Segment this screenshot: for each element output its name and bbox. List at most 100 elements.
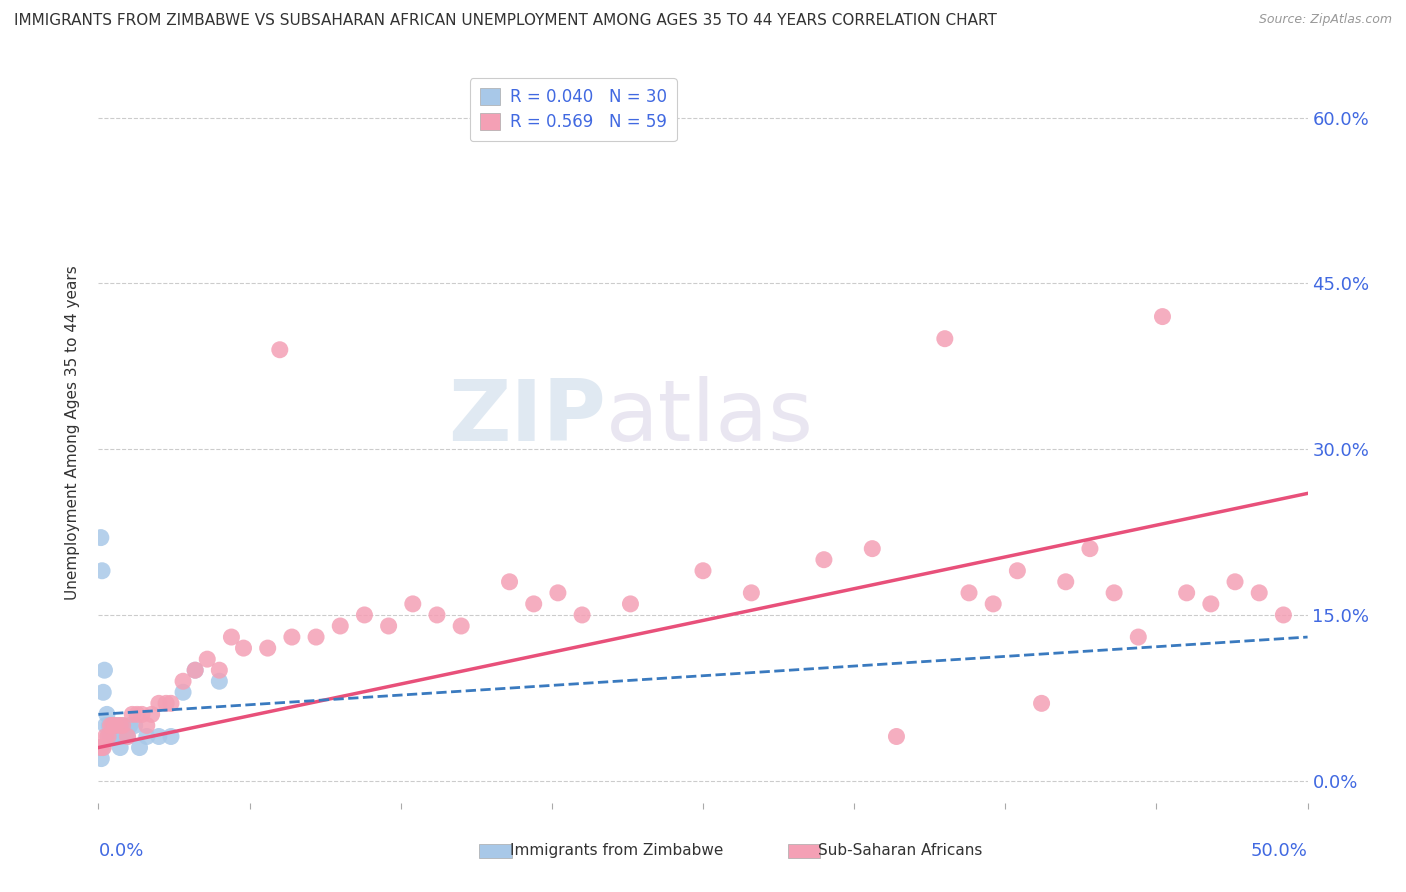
Point (1152, 310, 1174, 324)
Point (128, 740, 150, 755)
Point (127, 707, 149, 722)
Point (195, 652, 218, 666)
Text: 50.0%: 50.0% (1251, 842, 1308, 860)
Text: IMMIGRANTS FROM ZIMBABWE VS SUBSAHARAN AFRICAN UNEMPLOYMENT AMONG AGES 35 TO 44 : IMMIGRANTS FROM ZIMBABWE VS SUBSAHARAN A… (14, 13, 997, 29)
Legend: R = 0.040   N = 30, R = 0.569   N = 59: R = 0.040 N = 30, R = 0.569 N = 59 (470, 78, 676, 141)
Point (1128, 630, 1150, 644)
Point (172, 674, 194, 689)
Point (329, 619, 352, 633)
Point (269, 343, 291, 357)
Point (100, 730, 122, 744)
Point (402, 597, 425, 611)
Point (1007, 564, 1029, 578)
Point (101, 730, 124, 744)
Point (94, 730, 117, 744)
Point (221, 630, 243, 644)
Point (813, 552, 835, 566)
Text: atlas: atlas (606, 376, 814, 459)
Point (91, 564, 114, 578)
Text: Sub-Saharan Africans: Sub-Saharan Africans (818, 844, 983, 858)
Point (1272, 607, 1295, 622)
Point (89, 740, 111, 755)
Point (108, 740, 131, 755)
Point (281, 630, 304, 644)
Point (1031, 697, 1053, 711)
Point (107, 718, 129, 732)
Point (121, 707, 143, 722)
Point (90, 740, 112, 755)
Point (571, 607, 593, 622)
Point (90, 751, 112, 765)
Point (97, 730, 120, 744)
Point (93, 663, 115, 677)
Point (426, 607, 449, 622)
Point (353, 607, 375, 622)
Point (148, 730, 170, 744)
Point (118, 718, 141, 732)
Point (232, 641, 254, 656)
Point (208, 663, 231, 677)
Point (860, 541, 883, 556)
Point (114, 730, 136, 744)
Point (1054, 574, 1077, 589)
Point (957, 586, 980, 600)
Y-axis label: Unemployment Among Ages 35 to 44 years: Unemployment Among Ages 35 to 44 years (65, 265, 80, 600)
Point (117, 730, 139, 744)
Point (91, 740, 114, 755)
Point (91, 740, 114, 755)
Text: Source: ZipAtlas.com: Source: ZipAtlas.com (1258, 13, 1392, 27)
Point (172, 685, 194, 699)
Point (498, 574, 520, 589)
Point (619, 597, 641, 611)
Text: Immigrants from Zimbabwe: Immigrants from Zimbabwe (509, 844, 723, 858)
Point (450, 619, 472, 633)
Point (1223, 574, 1246, 589)
Point (1078, 541, 1101, 556)
Point (184, 663, 207, 677)
Text: ZIP: ZIP (449, 376, 606, 459)
Point (100, 718, 122, 732)
Point (305, 630, 328, 644)
Point (1175, 586, 1198, 600)
Point (90, 531, 112, 545)
Text: 0.0%: 0.0% (98, 842, 143, 860)
Point (117, 730, 139, 744)
Point (184, 663, 207, 677)
Point (100, 718, 122, 732)
Point (131, 707, 153, 722)
Point (256, 641, 278, 656)
Point (740, 586, 762, 600)
Point (108, 718, 131, 732)
Point (141, 707, 163, 722)
Point (124, 718, 146, 732)
Point (208, 674, 231, 689)
Point (91, 685, 114, 699)
Point (94, 718, 117, 732)
Point (98, 718, 121, 732)
Point (111, 718, 134, 732)
Point (377, 619, 399, 633)
Point (96, 707, 118, 722)
Point (135, 730, 157, 744)
Point (981, 597, 1004, 611)
Point (104, 730, 127, 744)
Point (104, 718, 127, 732)
Point (135, 718, 157, 732)
Point (934, 332, 956, 346)
Point (111, 718, 134, 732)
Point (97, 730, 120, 744)
Point (692, 564, 714, 578)
Point (155, 697, 177, 711)
Point (101, 718, 124, 732)
Point (523, 597, 546, 611)
Point (89, 740, 111, 755)
Point (160, 697, 183, 711)
Bar (479, 844, 512, 857)
Point (547, 586, 569, 600)
Point (1102, 586, 1125, 600)
Point (1249, 586, 1271, 600)
Point (160, 730, 183, 744)
Point (1199, 597, 1222, 611)
Bar (787, 844, 820, 857)
Point (148, 697, 170, 711)
